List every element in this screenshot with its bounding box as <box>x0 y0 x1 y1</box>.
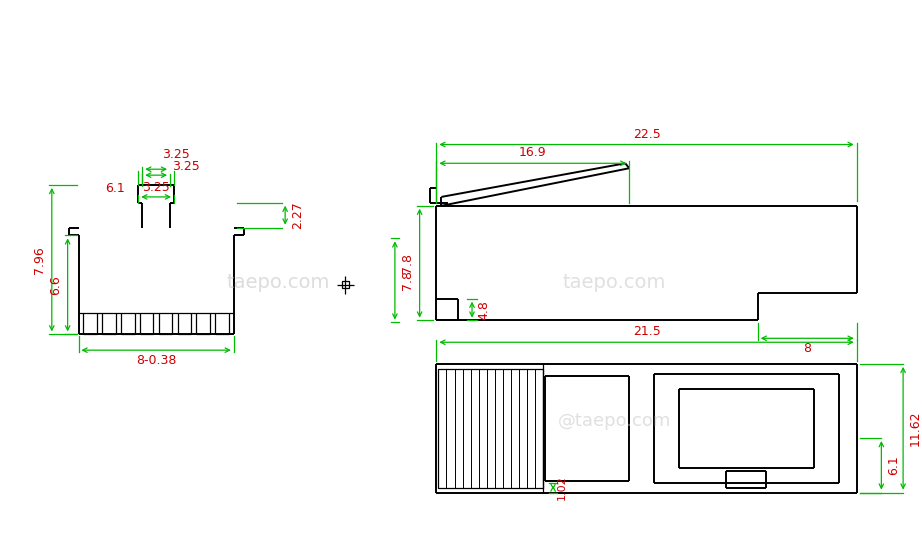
Text: 6.6: 6.6 <box>49 275 62 295</box>
Text: 16.9: 16.9 <box>519 147 547 159</box>
Text: taepo.com: taepo.com <box>562 273 666 293</box>
Text: 11.62: 11.62 <box>909 410 922 446</box>
Text: 3.25: 3.25 <box>142 181 170 194</box>
Text: 7.8: 7.8 <box>401 270 414 290</box>
Text: 3.25: 3.25 <box>162 148 190 161</box>
Text: 6.1: 6.1 <box>887 456 900 475</box>
Text: 2.27: 2.27 <box>291 201 304 229</box>
Text: 7.96: 7.96 <box>33 246 46 274</box>
Text: 8-0.38: 8-0.38 <box>136 354 176 367</box>
Text: 6.1: 6.1 <box>105 182 124 195</box>
Text: 7.8: 7.8 <box>401 253 414 273</box>
Text: 8: 8 <box>803 342 811 355</box>
Text: 21.5: 21.5 <box>632 325 660 338</box>
Text: 4.8: 4.8 <box>477 300 490 320</box>
Text: taepo.com: taepo.com <box>227 273 330 293</box>
Text: 1.02: 1.02 <box>557 475 567 500</box>
Text: 22.5: 22.5 <box>632 128 660 140</box>
Text: 3.25: 3.25 <box>171 160 200 173</box>
Text: @taepo.com: @taepo.com <box>558 413 671 430</box>
